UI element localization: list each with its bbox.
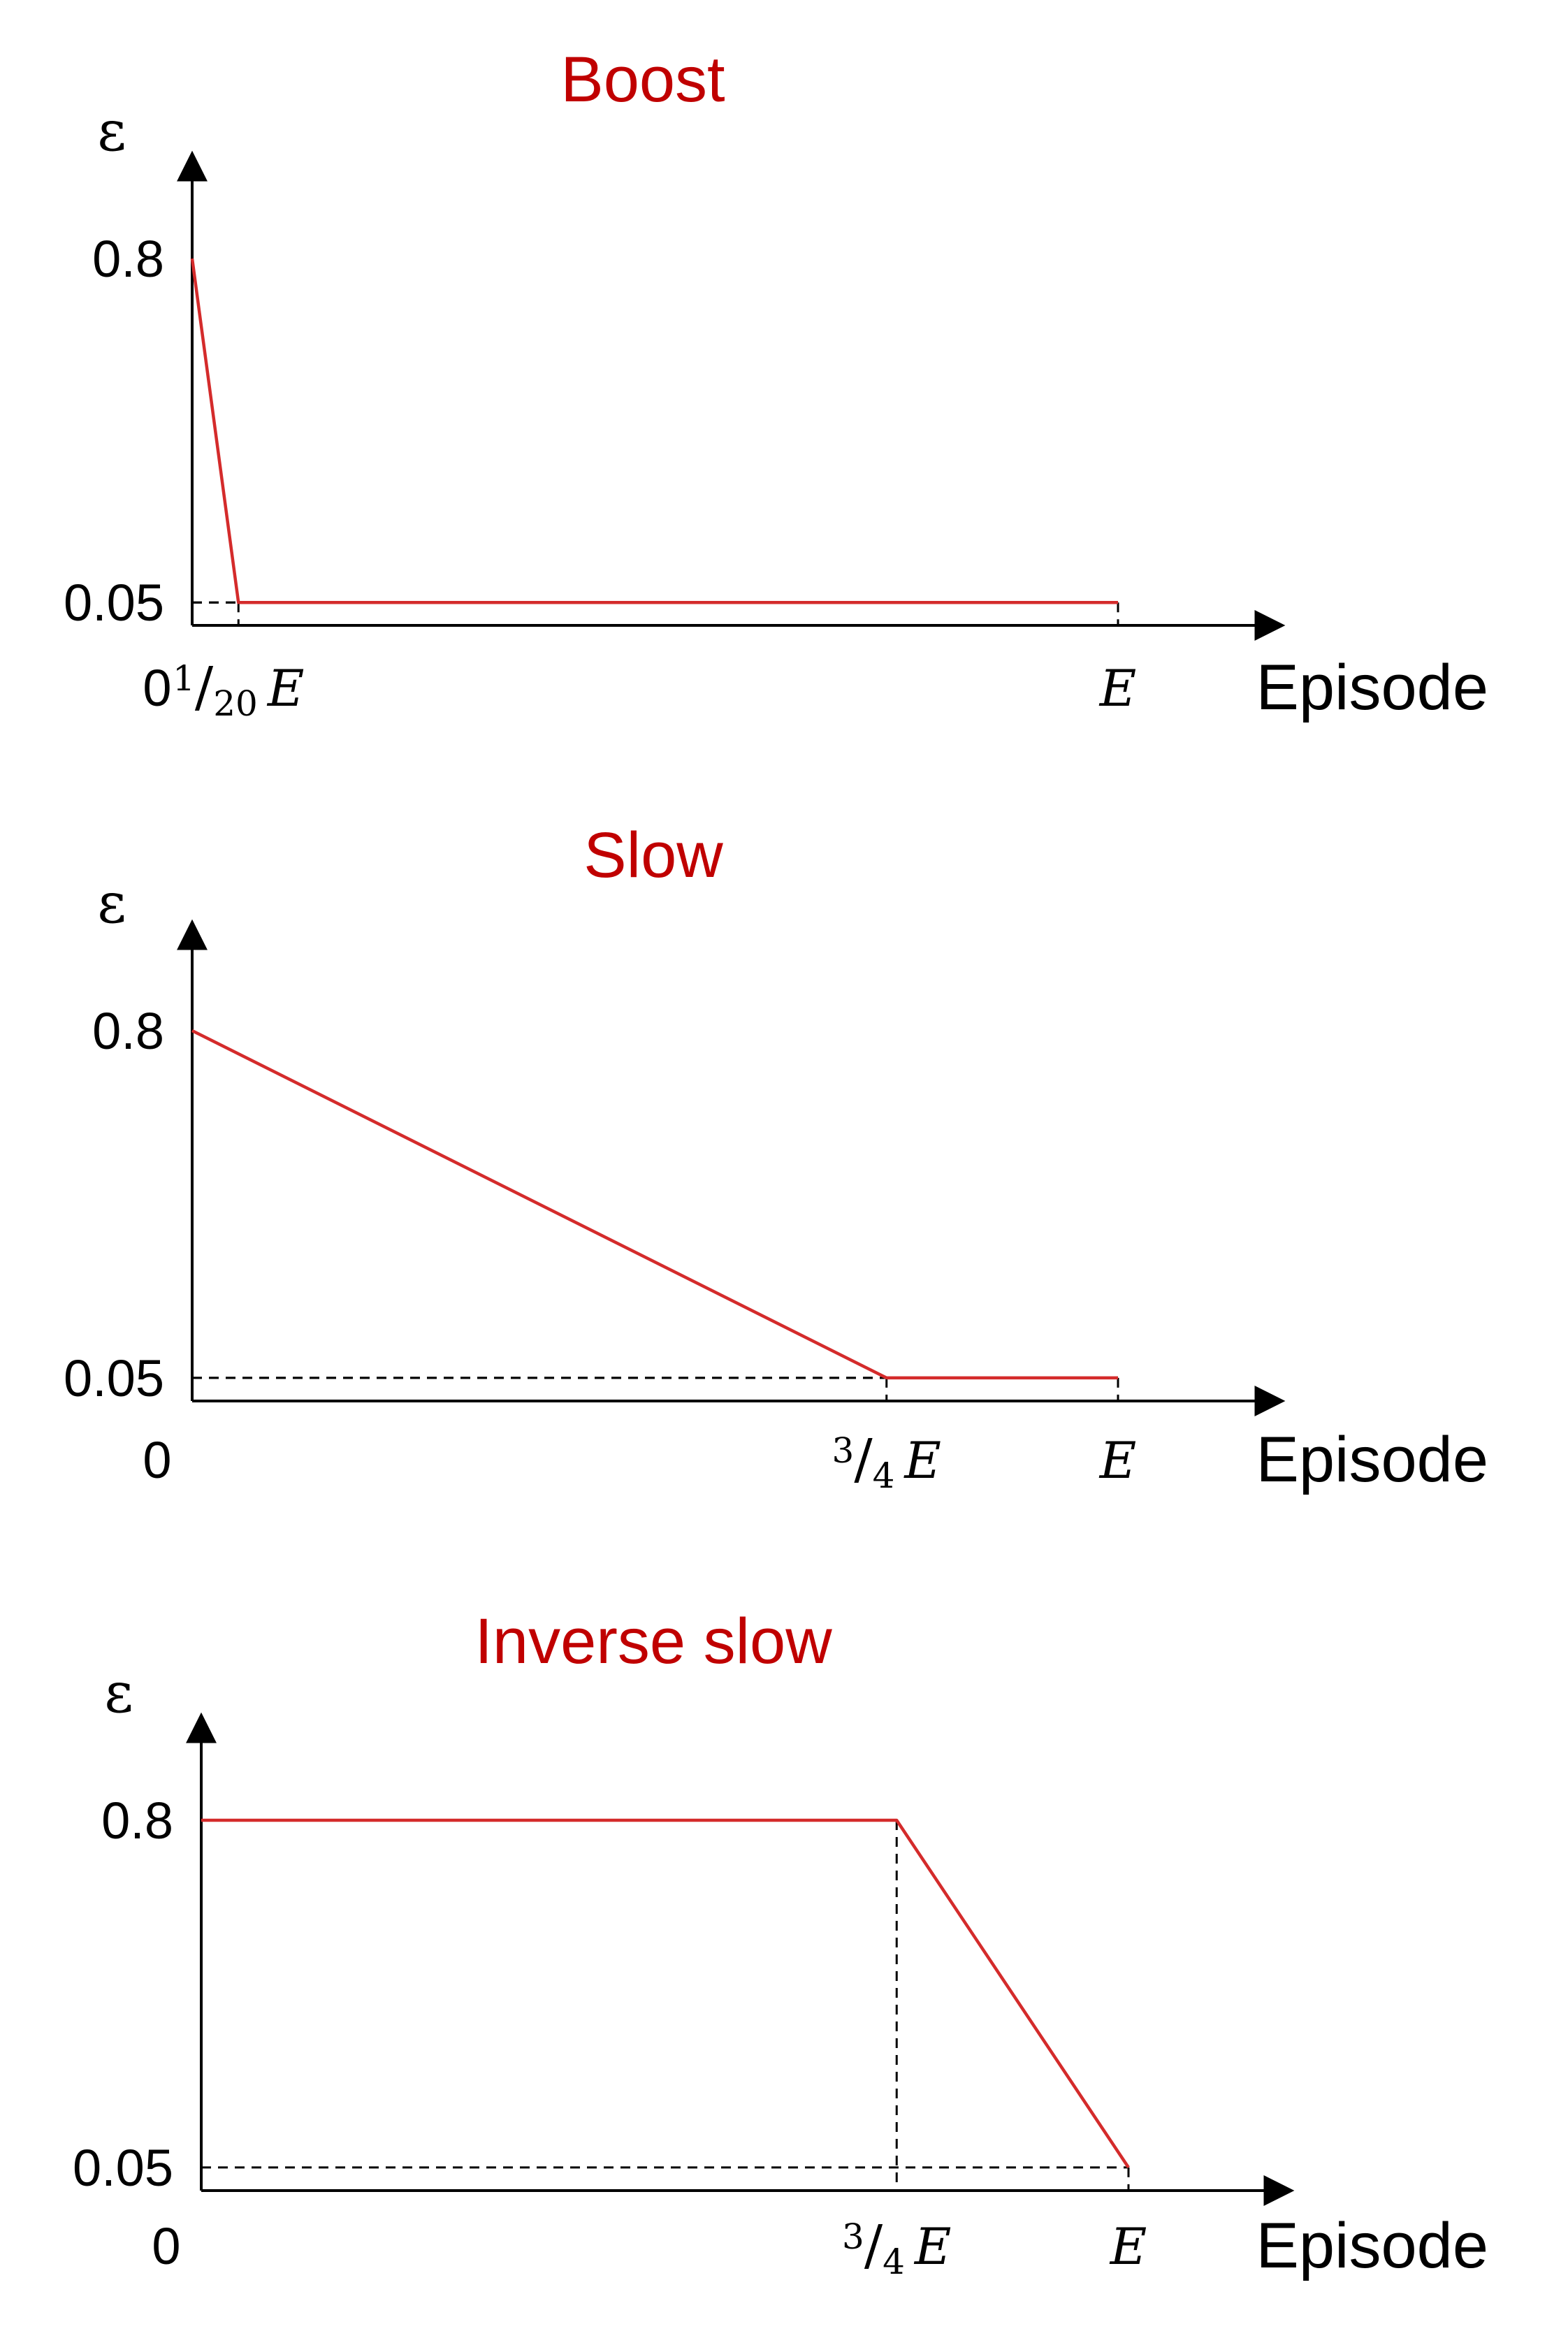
x-tick-label: 0 bbox=[143, 659, 171, 717]
chart-title: Slow bbox=[583, 820, 723, 891]
x-tick-label: 3/4 E bbox=[832, 1428, 941, 1496]
x-tick-label: 1/20 E bbox=[173, 656, 304, 724]
x-tick-label: E bbox=[1109, 2217, 1147, 2276]
x-tick-label: 0 bbox=[143, 1431, 171, 1489]
tick-denominator: 4 bbox=[873, 1456, 895, 1496]
epsilon-curve bbox=[190, 258, 1118, 604]
chart-title: Inverse slow bbox=[474, 1606, 832, 1677]
x-axis-label: Episode bbox=[1256, 2210, 1488, 2281]
x-axis-label: Episode bbox=[1256, 652, 1488, 723]
y-axis-label: ε bbox=[97, 871, 126, 936]
x-tick-label: E bbox=[1098, 659, 1137, 718]
chart-title: Boost bbox=[560, 44, 725, 115]
y-tick-label: 0.8 bbox=[101, 1792, 173, 1850]
x-tick-label: E bbox=[1098, 1431, 1137, 1490]
y-tick-label: 0.8 bbox=[92, 230, 164, 288]
tick-variable: E bbox=[913, 2217, 952, 2276]
tick-slash: / bbox=[864, 2214, 883, 2277]
tick-slash: / bbox=[195, 656, 214, 719]
tick-numerator: 3 bbox=[832, 1430, 855, 1471]
tick-variable: E bbox=[266, 659, 305, 718]
x-axis-label: Episode bbox=[1256, 1424, 1488, 1495]
tick-denominator: 20 bbox=[213, 683, 258, 724]
y-axis-label: ε bbox=[97, 99, 126, 164]
y-tick-label: 0.05 bbox=[64, 574, 164, 632]
y-tick-label: 0.05 bbox=[73, 2139, 173, 2197]
x-tick-label: 0 bbox=[152, 2217, 180, 2275]
y-tick-label: 0.05 bbox=[64, 1349, 164, 1407]
tick-variable: E bbox=[903, 1431, 941, 1490]
x-tick-label: 3/4 E bbox=[842, 2214, 951, 2282]
tick-slash: / bbox=[854, 1428, 873, 1491]
tick-denominator: 4 bbox=[883, 2242, 905, 2282]
epsilon-curve bbox=[201, 1818, 1130, 2169]
epsilon-curve bbox=[191, 1029, 1118, 1380]
tick-numerator: 1 bbox=[173, 658, 195, 699]
y-axis-label: ε bbox=[104, 1660, 133, 1725]
tick-numerator: 3 bbox=[842, 2216, 864, 2257]
y-tick-label: 0.8 bbox=[92, 1002, 164, 1060]
